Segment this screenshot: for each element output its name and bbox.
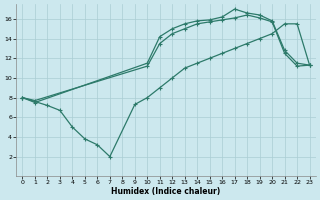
X-axis label: Humidex (Indice chaleur): Humidex (Indice chaleur) xyxy=(111,187,221,196)
